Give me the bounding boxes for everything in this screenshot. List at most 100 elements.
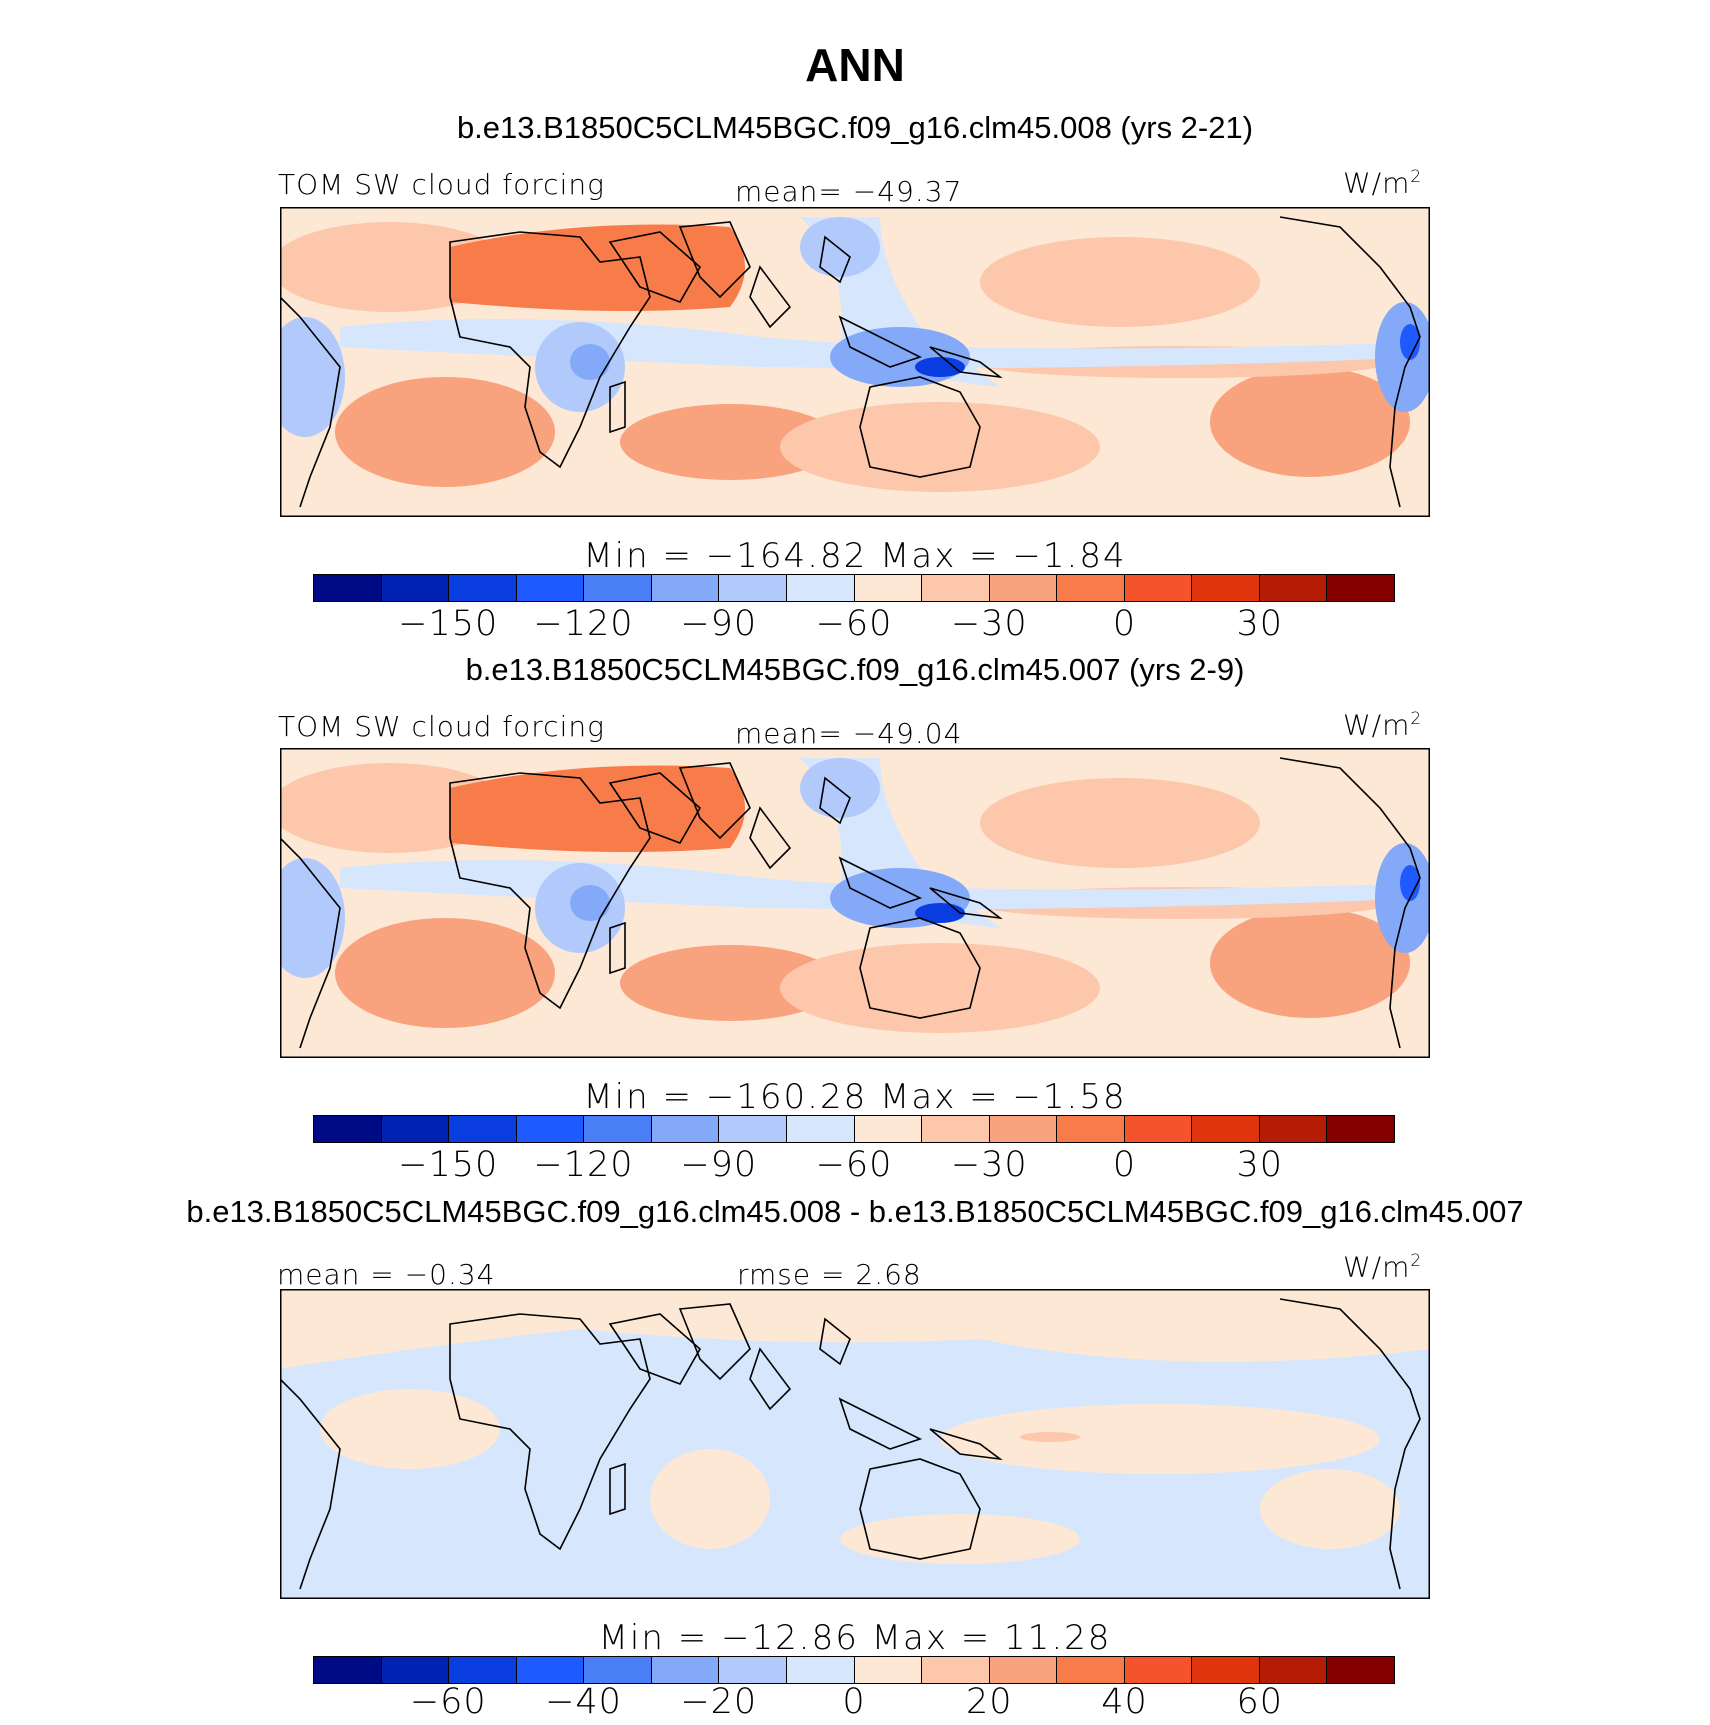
colorbar-swatch: [1259, 575, 1328, 601]
colorbar-swatch: [651, 575, 720, 601]
colorbar-tick-label: 60: [1236, 1682, 1284, 1722]
colorbar-tick-label: 30: [1236, 604, 1284, 644]
colorbar-swatch: [651, 1116, 720, 1142]
panel3-map: [280, 1289, 1430, 1599]
colorbar-tick-label: −120: [533, 1145, 634, 1185]
panel2-units: W/m2: [1343, 708, 1423, 742]
panel2-pacific-south-band: [1210, 908, 1410, 1018]
panel3-colorbar-ticks: −60 −40 −20 0 20 40 60: [313, 1682, 1395, 1725]
panel1-indian-south-band: [620, 404, 840, 480]
panel3-minmax: Min = −12.86 Max = 11.28: [598, 1618, 1112, 1658]
panel1-pacific-south-band: [1210, 367, 1410, 477]
colorbar-swatch: [989, 1657, 1058, 1683]
colorbar-tick-label: 20: [965, 1682, 1013, 1722]
panel1-case-title: b.e13.B1850C5CLM45BGC.f09_g16.clm45.008 …: [456, 110, 1254, 145]
colorbar-swatch: [314, 575, 382, 601]
panel3-positive-indian: [650, 1449, 770, 1549]
panel2-maritime-core: [915, 903, 965, 923]
colorbar-swatch: [719, 1657, 787, 1683]
colorbar-tick-label: 0: [1112, 1145, 1137, 1185]
colorbar-tick-label: −150: [398, 1145, 499, 1185]
panel1-sahara-field: [450, 224, 745, 311]
panel2-colorbar-ticks: −150 −120 −90 −60 −30 0 30: [313, 1145, 1395, 1189]
panel2-australia-band: [780, 943, 1100, 1033]
colorbar-swatch: [1327, 1116, 1394, 1142]
panel1-congo-core: [570, 344, 610, 380]
colorbar-swatch: [381, 575, 450, 601]
panel1-map: [280, 207, 1430, 517]
panel3-units: W/m2: [1343, 1250, 1423, 1284]
panel2-pacific-north-band: [980, 778, 1260, 868]
colorbar-tick-label: −120: [533, 604, 634, 644]
panel1-variable-label: TOM SW cloud forcing: [278, 168, 605, 201]
colorbar-swatch: [516, 575, 585, 601]
colorbar-swatch: [381, 1657, 450, 1683]
colorbar-tick-label: 30: [1236, 1145, 1284, 1185]
panel3-rmse-label: rmse = 2.68: [737, 1258, 922, 1291]
panel3-positive-spot: [1020, 1432, 1080, 1442]
panel3-positive-pacific: [940, 1404, 1380, 1474]
colorbar-tick-label: −40: [545, 1682, 622, 1722]
panel3-positive-atlantic: [320, 1389, 500, 1469]
colorbar-tick-label: −30: [950, 604, 1028, 644]
panel2-congo-core: [570, 885, 610, 921]
colorbar-tick-label: −60: [815, 604, 893, 644]
panel1-pacific-north-band: [980, 237, 1260, 327]
figure-title: ANN: [805, 39, 905, 91]
panel2-amazon-field: [280, 858, 345, 978]
panel2-map: [280, 748, 1430, 1058]
colorbar-swatch: [449, 1657, 517, 1683]
colorbar-swatch: [584, 575, 652, 601]
panel1-coastlines: [280, 216, 1421, 508]
colorbar-tick-label: −60: [815, 1145, 893, 1185]
panel1-mean-label: mean= −49.37: [735, 175, 963, 208]
colorbar-swatch: [1327, 1657, 1394, 1683]
panel3-positive-north-band: [280, 1289, 1430, 1369]
panel2-minmax: Min = −160.28 Max = −1.58: [583, 1077, 1127, 1117]
colorbar-swatch: [1192, 1657, 1260, 1683]
panel1-minmax: Min = −164.82 Max = −1.84: [583, 536, 1127, 576]
colorbar-swatch: [854, 1116, 923, 1142]
colorbar-tick-label: −60: [409, 1682, 487, 1722]
colorbar-swatch: [584, 1116, 652, 1142]
colorbar-swatch: [1192, 575, 1260, 601]
colorbar-swatch: [922, 1116, 990, 1142]
colorbar-swatch: [1057, 1116, 1125, 1142]
panel3-case-title: b.e13.B1850C5CLM45BGC.f09_g16.clm45.008 …: [186, 1194, 1524, 1229]
panel3-positive-australia: [840, 1514, 1080, 1564]
panel1-maritime-core: [915, 357, 965, 377]
panel2-central-america-core: [1400, 865, 1420, 901]
colorbar-swatch: [1057, 575, 1125, 601]
colorbar-swatch: [516, 1116, 585, 1142]
colorbar-swatch: [989, 575, 1058, 601]
panel1-australia-band: [780, 402, 1100, 492]
colorbar-tick-label: 0: [1112, 604, 1137, 644]
colorbar-swatch: [1057, 1657, 1125, 1683]
colorbar-swatch: [449, 575, 517, 601]
colorbar-tick-label: −90: [680, 1145, 758, 1185]
panel1-atlantic-south-band: [335, 377, 555, 487]
colorbar-swatch: [786, 575, 855, 601]
colorbar-swatch: [1327, 575, 1394, 601]
panel2-variable-label: TOM SW cloud forcing: [278, 710, 605, 743]
panel1-east-asia-field: [800, 217, 880, 277]
panel1-amazon-field: [280, 317, 345, 437]
panel3-colorbar: [313, 1656, 1395, 1684]
panel2-indian-south-band: [620, 945, 840, 1021]
colorbar-swatch: [719, 575, 787, 601]
panel2-colorbar: [313, 1115, 1395, 1143]
colorbar-tick-label: −90: [680, 604, 758, 644]
panel1-units: W/m2: [1343, 166, 1423, 200]
colorbar-swatch: [989, 1116, 1058, 1142]
colorbar-swatch: [922, 575, 990, 601]
colorbar-swatch: [1259, 1657, 1328, 1683]
colorbar-tick-label: −150: [398, 604, 499, 644]
colorbar-swatch: [1124, 575, 1193, 601]
colorbar-swatch: [786, 1657, 855, 1683]
panel2-coastlines: [280, 757, 1421, 1049]
colorbar-swatch: [314, 1116, 382, 1142]
panel1-maritime-field: [830, 327, 970, 387]
colorbar-swatch: [1124, 1657, 1193, 1683]
colorbar-swatch: [584, 1657, 652, 1683]
panel3-mean-label: mean = −0.34: [277, 1258, 496, 1291]
